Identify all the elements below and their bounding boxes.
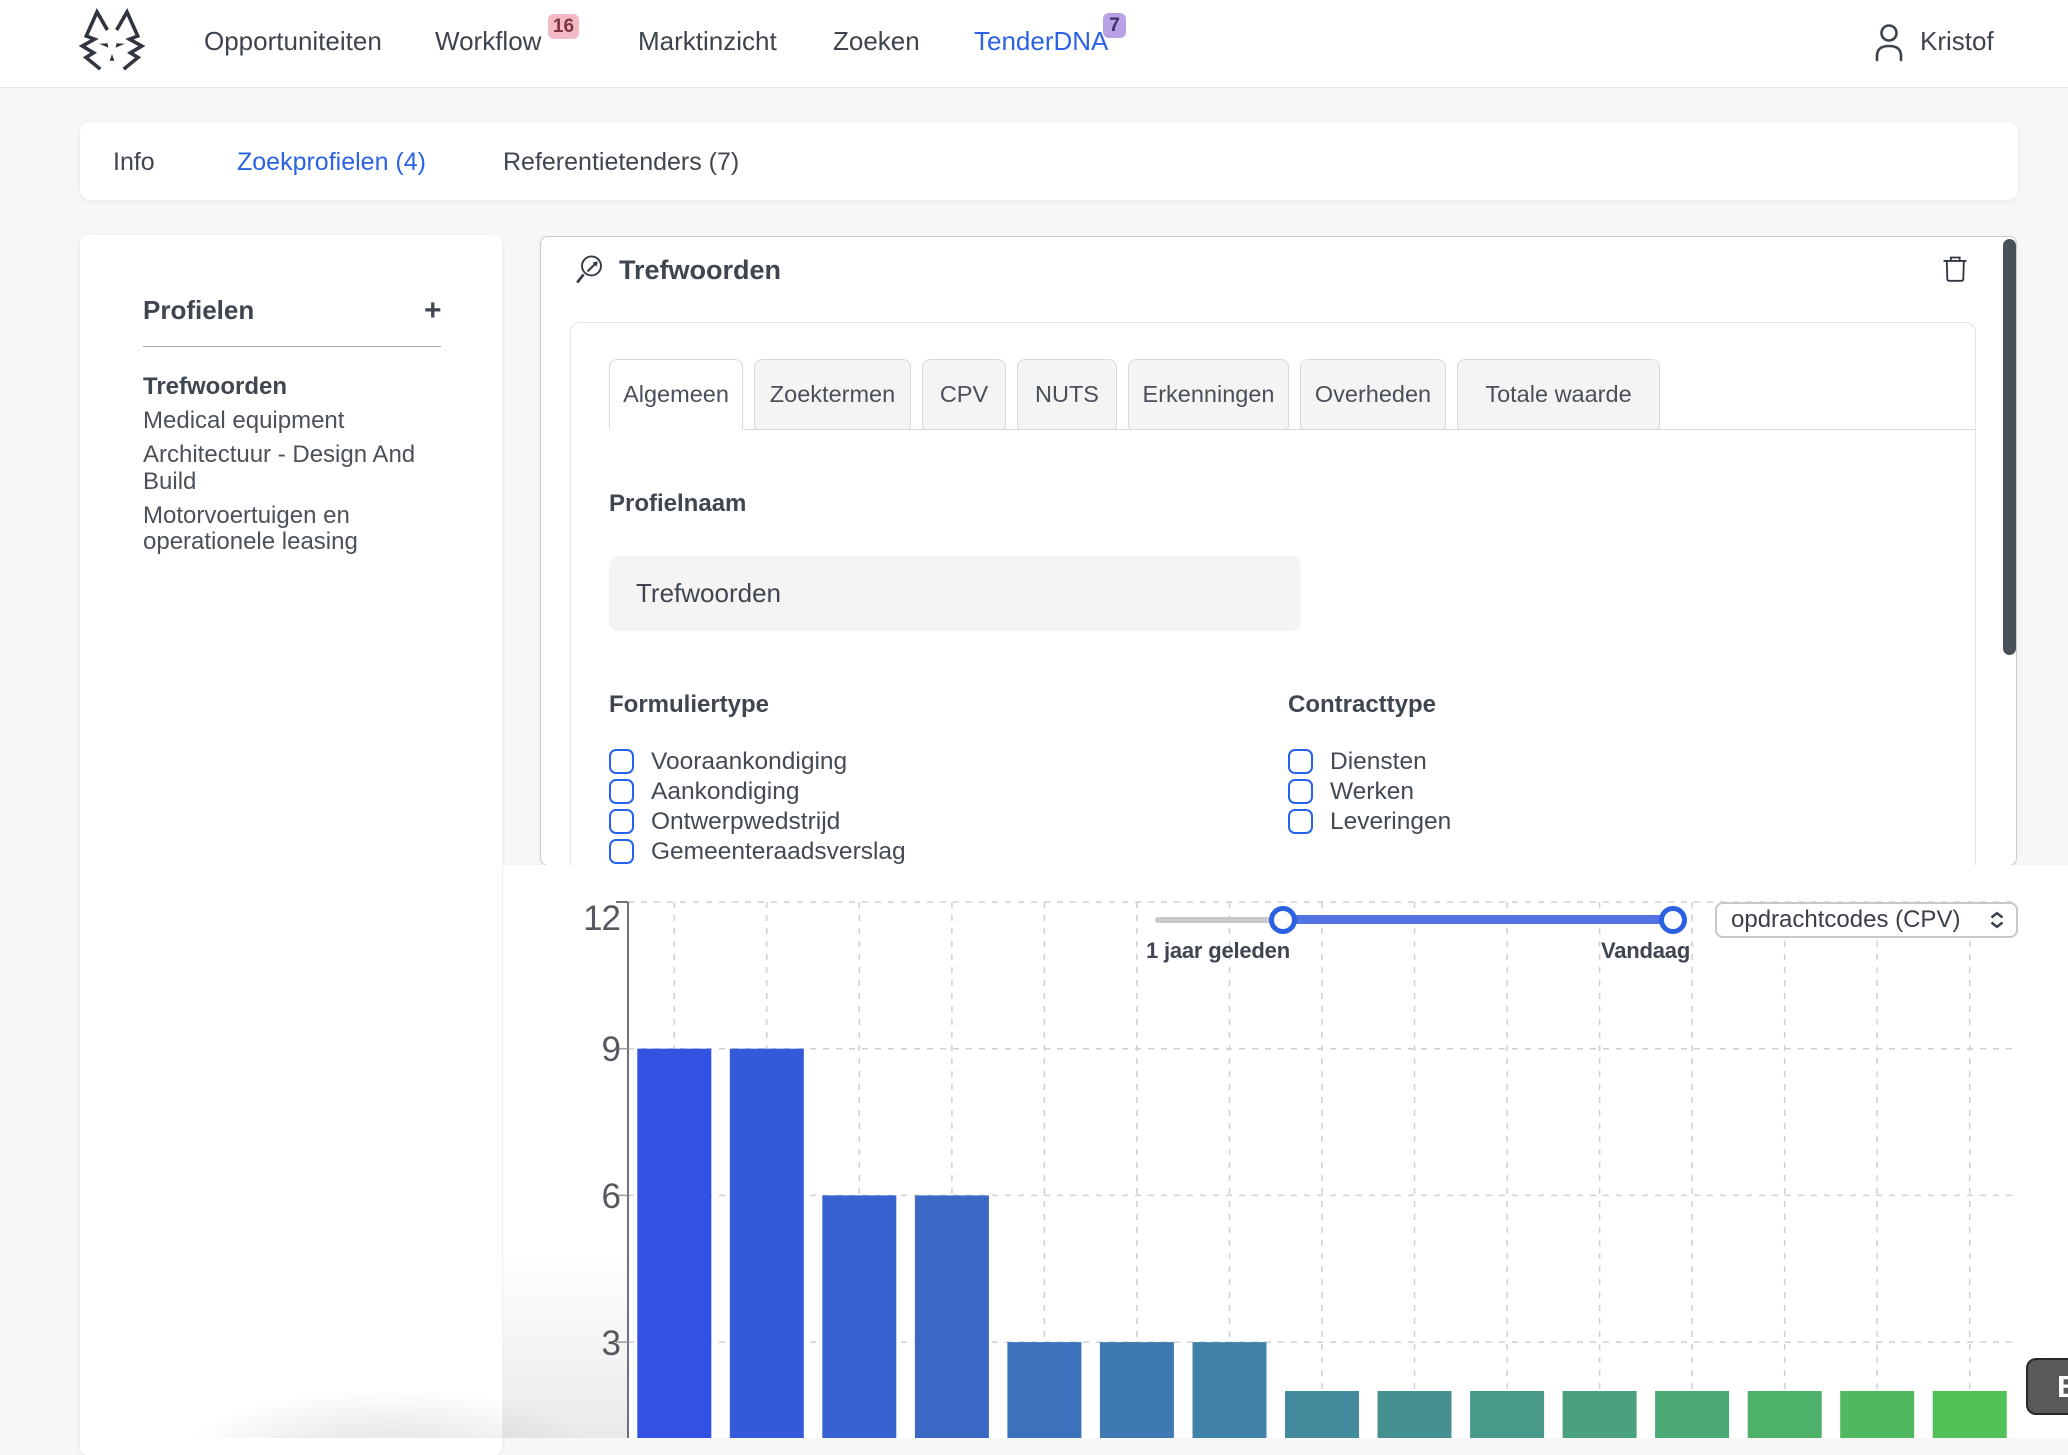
- svg-text:3: 3: [602, 1324, 620, 1363]
- svg-text:12: 12: [583, 899, 620, 938]
- svg-text:6: 6: [602, 1177, 620, 1216]
- svg-text:9: 9: [602, 1030, 620, 1069]
